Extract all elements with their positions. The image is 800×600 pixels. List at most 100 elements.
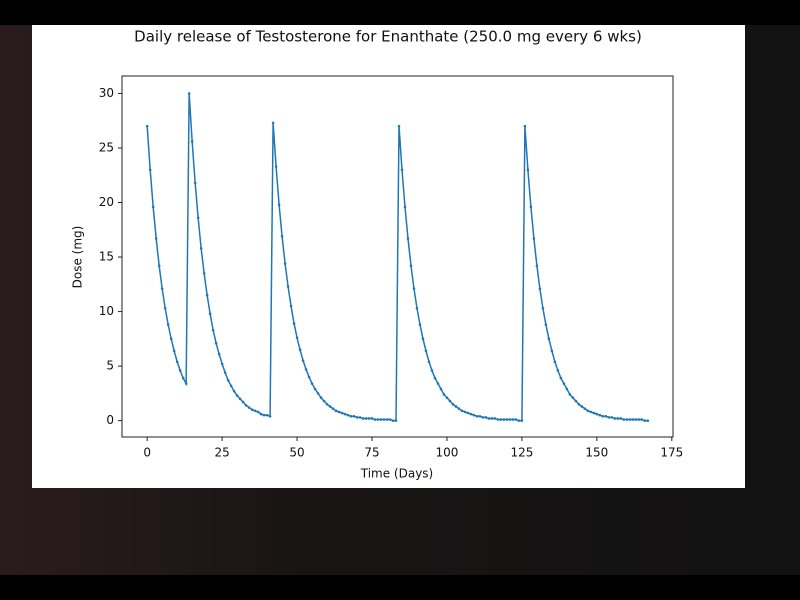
- data-point: [253, 409, 257, 413]
- data-point: [589, 410, 593, 414]
- data-point: [310, 382, 314, 385]
- letterbox-bottom: [0, 575, 800, 600]
- data-point: [475, 414, 479, 418]
- data-point: [256, 410, 260, 414]
- data-point: [640, 418, 644, 421]
- data-point: [598, 413, 602, 417]
- data-point: [232, 389, 236, 393]
- data-point: [532, 237, 536, 240]
- letterbox-top: [0, 0, 800, 25]
- data-point: [550, 349, 554, 353]
- data-point: [574, 399, 578, 403]
- data-point: [559, 376, 563, 380]
- data-point: [208, 312, 212, 316]
- data-point: [430, 369, 434, 372]
- data-point: [382, 418, 386, 421]
- data-point: [634, 418, 638, 421]
- data-point: [514, 418, 518, 421]
- data-point: [355, 416, 359, 419]
- data-point: [367, 417, 371, 420]
- data-point: [580, 405, 584, 408]
- data-point: [319, 396, 323, 400]
- data-point: [202, 272, 206, 275]
- data-point: [535, 264, 539, 268]
- data-point: [238, 397, 242, 401]
- data-point: [547, 337, 551, 341]
- data-point: [223, 371, 227, 374]
- data-point: [358, 416, 362, 419]
- data-point: [289, 304, 293, 308]
- data-point: [286, 285, 290, 288]
- data-point: [517, 419, 521, 422]
- data-point: [607, 416, 611, 419]
- data-point: [199, 247, 203, 250]
- data-point: [583, 407, 587, 410]
- data-point: [151, 205, 155, 209]
- x-tick-label: 25: [214, 446, 229, 460]
- data-point: [268, 414, 272, 418]
- data-point: [370, 417, 374, 420]
- data-point: [478, 414, 482, 418]
- data-point: [448, 399, 452, 403]
- data-point: [295, 336, 299, 340]
- data-point: [493, 417, 497, 420]
- data-point: [613, 417, 617, 420]
- data-point: [454, 405, 458, 408]
- data-point: [337, 410, 341, 414]
- data-point: [214, 341, 218, 345]
- data-point: [364, 417, 368, 420]
- data-point: [241, 400, 245, 404]
- x-axis-label: Time (Days): [360, 467, 434, 481]
- data-point: [499, 418, 503, 421]
- data-point: [325, 402, 329, 406]
- y-tick-label: 25: [99, 140, 114, 154]
- data-point: [436, 382, 440, 385]
- data-point: [409, 264, 413, 268]
- y-tick-label: 20: [99, 195, 114, 209]
- data-point: [571, 396, 575, 400]
- data-point: [427, 360, 431, 364]
- data-point: [226, 378, 230, 382]
- data-point: [490, 417, 494, 420]
- data-point: [181, 376, 185, 380]
- data-point: [193, 181, 197, 185]
- data-point: [415, 307, 419, 310]
- data-point: [169, 337, 173, 341]
- y-axis-label: Dose (mg): [71, 226, 85, 289]
- data-point: [166, 323, 170, 326]
- data-point: [307, 375, 311, 379]
- data-point: [349, 414, 353, 418]
- data-point: [391, 419, 395, 422]
- data-point: [247, 406, 251, 409]
- data-point: [556, 369, 560, 372]
- data-point: [178, 369, 182, 372]
- data-point: [463, 410, 467, 414]
- data-point: [316, 392, 320, 395]
- data-point: [322, 399, 326, 403]
- data-point: [271, 121, 275, 125]
- data-point: [553, 360, 557, 364]
- data-point: [331, 407, 335, 410]
- x-tick-label: 100: [436, 446, 459, 460]
- data-point: [523, 124, 527, 128]
- data-point: [496, 418, 500, 421]
- chart-title: Daily release of Testosterone for Enanth…: [134, 28, 642, 46]
- data-point: [160, 287, 164, 290]
- data-point: [457, 407, 461, 410]
- data-point: [646, 419, 650, 422]
- data-point: [220, 362, 224, 366]
- data-point: [277, 203, 281, 206]
- data-point: [250, 408, 254, 412]
- data-point: [466, 411, 470, 415]
- y-tick-label: 15: [99, 250, 114, 264]
- data-point: [283, 262, 287, 265]
- data-point: [511, 418, 515, 421]
- data-point: [172, 349, 176, 353]
- data-point: [184, 382, 188, 385]
- data-point: [379, 418, 383, 421]
- x-tick-label: 150: [585, 446, 608, 460]
- data-point: [343, 412, 347, 416]
- data-point: [376, 418, 380, 421]
- data-point: [541, 307, 545, 310]
